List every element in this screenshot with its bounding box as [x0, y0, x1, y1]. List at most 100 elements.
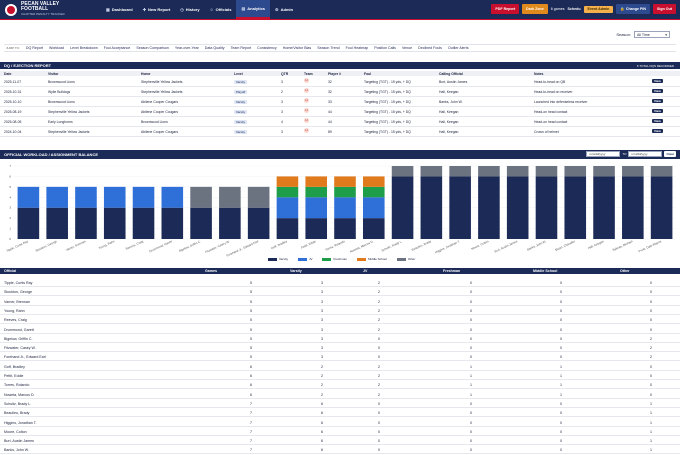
jump-to-bar: JUMP TO: DQ Report Workload Level Breakdow… [4, 44, 676, 52]
bar-varsity [420, 176, 443, 239]
dark-zone-button[interactable]: Dark Zone [522, 4, 548, 14]
nav-item-new-report[interactable]: ✚ New Report [138, 0, 176, 19]
workload-cell-fr: 0 [470, 327, 472, 332]
jump-link[interactable]: Data Quality [204, 46, 225, 50]
nav-item-admin[interactable]: ⚙ Admin [270, 0, 298, 19]
dq-cell-qtr: 3 [281, 100, 283, 104]
nav-item-analytics[interactable]: ▤ Analytics [236, 0, 271, 19]
workload-col-varsity: Varsity [290, 269, 302, 273]
workload-cell-games: 7 [250, 439, 252, 444]
workload-cell-other: 0 [650, 290, 652, 295]
jump-link[interactable]: Level Breakdown [70, 46, 98, 50]
workload-cell-other: 1 [650, 448, 652, 453]
view-button[interactable]: View [652, 108, 663, 113]
workload-cell-fr: 0 [470, 346, 472, 351]
jump-link[interactable]: Position Calls [374, 46, 396, 50]
x-tick-label: Bigelow, Griffin C. [178, 239, 201, 253]
workload-row: Goff, Bradley 6 2 2 1 1 0 [0, 362, 680, 371]
bar-varsity [190, 207, 212, 239]
workload-cell-varsity: 6 [321, 420, 323, 425]
jump-link[interactable]: Season Trend [317, 46, 340, 50]
bar-jv [305, 197, 328, 219]
view-button[interactable]: View [652, 128, 663, 133]
workload-cell-fr: 0 [470, 439, 472, 444]
bar-other [449, 166, 471, 177]
workload-cell-games: 5 [250, 318, 252, 323]
jump-link[interactable]: Workload [49, 46, 65, 50]
workload-cell-varsity: 6 [321, 411, 323, 416]
nav-item-dashboard[interactable]: ▦ Dashboard [101, 0, 138, 19]
admin-icon: ⚙ [275, 7, 279, 12]
x-tick-label: Young, Rahn [98, 239, 116, 250]
view-button[interactable]: View [652, 98, 663, 103]
workload-row: Varner, Brennan 5 3 2 0 0 0 [0, 297, 680, 306]
season-select[interactable]: All Time ▾ [634, 31, 670, 38]
workload-row: Moore, Colton 7 6 0 0 0 1 [0, 427, 680, 436]
y-tick-label: 4 [9, 195, 11, 199]
end-date-input[interactable]: mm/dd/yyyy [628, 151, 663, 157]
workload-cell-fr: 1 [470, 383, 472, 388]
workload-cell-jv: 2 [378, 308, 380, 313]
jump-link[interactable]: Outlier Alerts [447, 46, 469, 50]
bar-varsity [391, 176, 414, 239]
dq-cell-official: Hall, Keegan [439, 110, 459, 114]
jump-link[interactable]: Season Comparison [136, 46, 169, 50]
view-button[interactable]: View [652, 118, 663, 123]
event-admin-badge[interactable]: Event Admin [583, 5, 614, 13]
dq-cell-player: 32 [328, 90, 332, 94]
dq-row: 2025-08-19 Stephenville Yellow Jackets Abi… [0, 107, 680, 117]
workload-cell-games: 7 [250, 411, 252, 416]
workload-cell-name: Tipple, Curtis Ray [4, 281, 33, 285]
workload-cell-games: 5 [250, 346, 252, 351]
jump-link[interactable]: DQ Report [25, 46, 44, 50]
header-actions: PDF Report Dark Zone 6 games Schedu Even… [491, 4, 676, 14]
jump-link[interactable]: Declined Fouls [418, 46, 442, 50]
jump-link[interactable]: Foul Acceptance [103, 46, 131, 50]
officials-icon: ☺ [209, 7, 214, 12]
season-filter: Season: All Time ▾ [616, 31, 670, 38]
games-count: 6 games [550, 7, 565, 11]
workload-cell-fr: 0 [470, 355, 472, 360]
nav-label: Admin [280, 7, 294, 12]
bar-jv [75, 186, 97, 208]
legend-item: Varsity [268, 257, 288, 261]
nav-label: Officials [215, 7, 232, 12]
nav-item-history[interactable]: ◷ History [175, 0, 204, 19]
dq-cell-qtr: 3 [281, 80, 283, 84]
sign-out-button[interactable]: Sign Out [653, 4, 676, 14]
bar-freshman [305, 186, 328, 198]
workload-cell-name: Burt, Austin James [4, 439, 34, 444]
dq-cell-qtr: 2 [281, 90, 283, 94]
legend-label: Middle School [367, 257, 387, 261]
workload-row: Drummond, Garett 5 3 2 0 0 0 [0, 325, 680, 334]
workload-cell-name: Moore, Colton [4, 429, 27, 434]
dq-cell-foul: Targeting (TGT) - 15 yds, + DQ [364, 110, 411, 114]
bar-middle-school [334, 176, 356, 187]
dq-col-foul: Foul [364, 72, 372, 76]
workload-row: Reeves, Craig 5 3 2 0 0 0 [0, 315, 680, 325]
view-button[interactable]: View [652, 78, 663, 83]
bar-other [535, 166, 558, 177]
nav-item-officials[interactable]: ☺ Officials [205, 0, 237, 19]
legend-swatch [322, 257, 332, 261]
workload-row: Stockton, George 5 3 2 0 0 0 [0, 287, 680, 297]
jump-link[interactable]: Year-over-Year [174, 46, 199, 50]
start-date-input[interactable]: mm/dd/yyyy [586, 151, 621, 157]
jump-link[interactable]: Consistency [257, 46, 277, 50]
jump-label: JUMP TO: [6, 46, 20, 50]
bar-jv [334, 197, 356, 219]
clear-dates-button[interactable]: Clear [664, 151, 676, 157]
change-pin-button[interactable]: 🔒 Change PIN [616, 4, 651, 14]
schedule-link[interactable]: Schedu [568, 7, 581, 11]
jump-link[interactable]: Foul Heatmap [345, 46, 369, 50]
jump-link[interactable]: Venue [401, 46, 413, 50]
dq-cell-official: Hall, Keegan [439, 120, 459, 124]
workload-row: Higgins, Jonathan T. 7 6 0 0 0 1 [0, 418, 680, 427]
legend-label: Varsity [279, 257, 288, 261]
bar-jv [17, 186, 40, 208]
jump-link[interactable]: Home/Visitor Bias [282, 46, 312, 50]
jump-link[interactable]: Team Report [230, 46, 252, 50]
view-button[interactable]: View [652, 88, 663, 93]
workload-table-header: Official Games Varsity JV Freshman Middle Sch… [0, 268, 680, 274]
pdf-report-button[interactable]: PDF Report [491, 4, 520, 14]
